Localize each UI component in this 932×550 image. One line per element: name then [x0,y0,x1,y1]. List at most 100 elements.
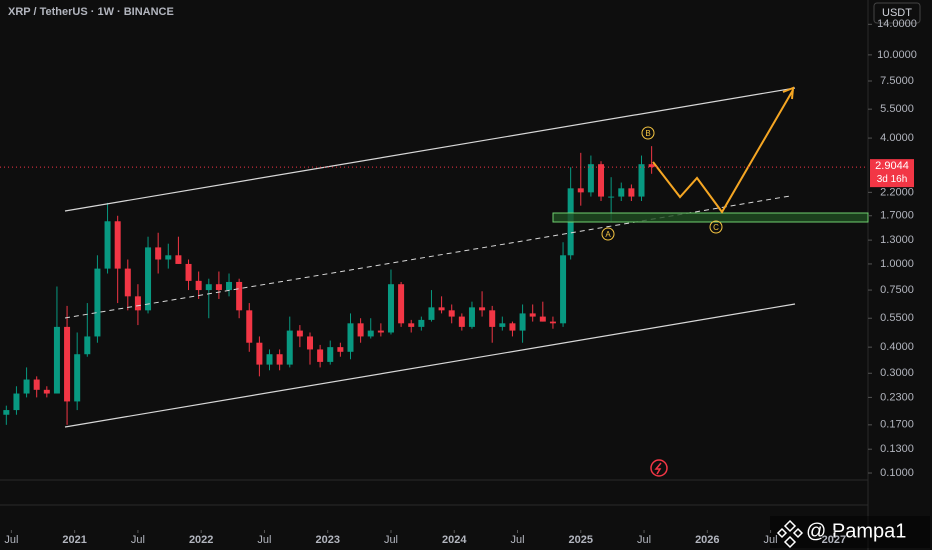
candle-body [215,284,222,291]
candle-body [608,196,615,198]
y-tick-label: 7.5000 [880,75,914,87]
candle-body [387,284,394,333]
y-tick-label: 2.2000 [880,186,914,198]
y-tick-label: 1.3000 [880,234,914,246]
y-tick-label: 4.0000 [880,132,914,144]
candle-body [246,310,253,343]
y-tick-label: 0.2300 [880,391,914,403]
candle-body [3,410,10,415]
candle-body [489,310,496,327]
x-tick-label: 2026 [695,534,719,546]
candle-body [114,221,121,269]
candle-body [598,164,605,197]
currency-button[interactable] [873,2,921,24]
candle-body [509,323,516,331]
y-tick-label: 0.5500 [880,312,914,324]
x-tick-label: Jul [637,534,651,546]
candle-body [33,379,40,390]
candle-body [549,321,556,324]
candle-body [499,323,506,327]
candle-body [479,307,486,311]
y-tick-label: 0.7500 [880,284,914,296]
candle-body [84,336,91,355]
candle-body [307,336,313,350]
last-price-box [870,159,914,188]
candle-body [519,313,526,331]
candle-body [134,296,141,311]
x-tick-label: 2025 [569,534,593,546]
candle-body [438,307,445,311]
x-tick-label: 2023 [315,534,339,546]
candle-body [175,255,182,264]
candle-body [587,164,594,193]
candle-body [296,330,303,337]
y-tick-label: 5.5000 [880,103,914,115]
candle-body [618,188,625,197]
support-zone [552,212,869,223]
y-tick-label: 0.1700 [880,419,914,431]
y-tick-label: 10.0000 [877,49,917,61]
x-tick-label: 2024 [442,534,467,546]
candle-body [23,379,30,394]
candle-body [529,313,536,317]
candle-body [468,307,475,327]
candle-body [367,330,374,337]
channel-upper [64,87,796,212]
x-tick-label: Jul [257,534,271,546]
x-tick-label: Jul [4,534,18,546]
x-tick-label: 2027 [822,534,846,546]
candle-body [458,316,465,327]
x-tick-label: Jul [384,534,398,546]
candle-body [13,393,20,411]
watermark-logo [776,519,804,549]
y-tick-label: 0.1000 [880,467,914,479]
candle-body [104,221,111,269]
candle-body [560,255,567,324]
candle-body [94,268,101,337]
candle-body [337,347,344,352]
candle-body [74,354,81,402]
candle-body [428,307,435,320]
candle-body [539,316,546,322]
candle-body [347,323,354,352]
wave-label: C [713,223,719,232]
x-tick-label: Jul [131,534,145,546]
alert-icon[interactable] [650,459,668,477]
candle-body [236,281,243,311]
x-tick-label: Jul [764,534,778,546]
channel-lower [64,303,796,428]
candle-body [628,188,635,197]
y-tick-label: 14.0000 [877,18,917,30]
candle-body [286,330,293,365]
candle-body [398,284,405,324]
candle-body [648,164,655,168]
y-tick-label: 0.4000 [880,341,914,353]
candle-body [408,323,415,327]
candle-body [377,330,384,333]
candle-body [266,354,273,365]
watermark-bg [770,516,930,548]
y-tick-label: 1.0000 [880,258,914,270]
wave-marker [641,126,655,140]
candle-body [327,347,334,362]
candle-body [43,389,50,394]
x-tick-label: 2022 [189,534,213,546]
candle-body [145,247,152,311]
candle-body [256,342,263,365]
y-tick-label: 0.3000 [880,367,914,379]
watermark: @ Pampa1 [770,516,930,549]
x-tick-label: Jul [510,534,524,546]
chart-title: XRP / TetherUS · 1W · BINANCE [8,6,174,18]
candle-body [317,349,324,362]
projection-path [652,89,794,214]
candle-body [185,263,192,281]
candle-body [205,284,212,291]
currency: USDT [882,7,912,19]
candle-body [64,326,71,402]
candle-body [448,310,455,317]
y-tick-label: 1.7000 [880,210,914,222]
candle-body [124,268,131,297]
x-tick-label: 2021 [62,534,86,546]
projection-arrow [782,86,795,100]
